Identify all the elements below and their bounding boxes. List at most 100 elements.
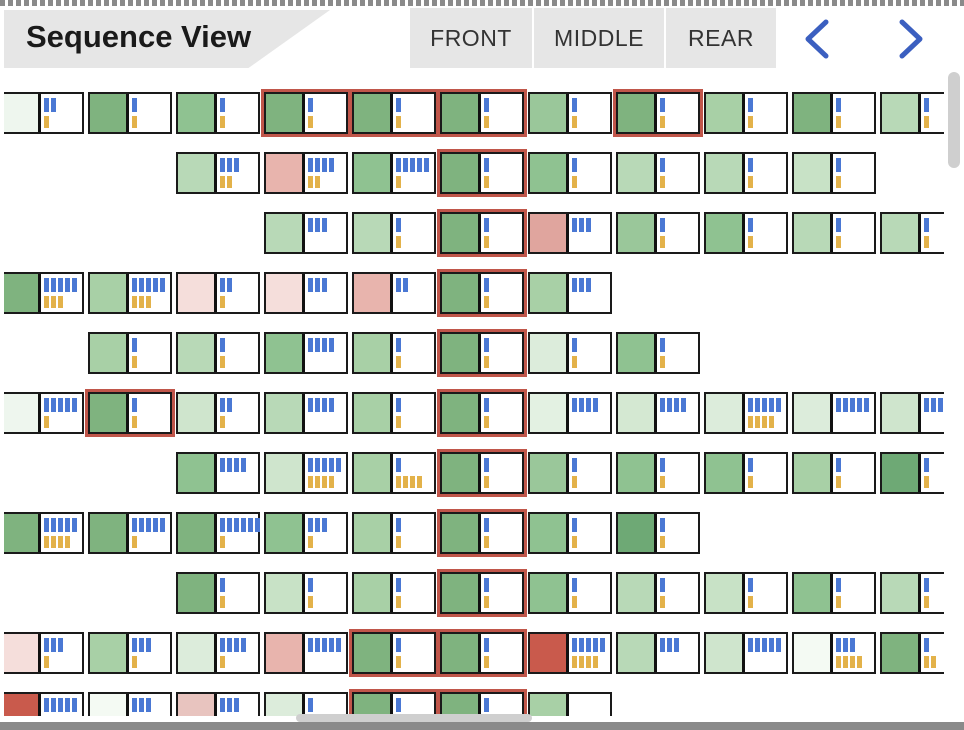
sequence-cell[interactable]	[88, 512, 172, 554]
sequence-cell[interactable]	[4, 632, 84, 674]
sequence-cell[interactable]	[704, 392, 788, 434]
sequence-cell[interactable]	[4, 392, 84, 434]
sequence-cell-highlighted[interactable]	[437, 509, 527, 557]
sequence-cell[interactable]	[4, 272, 84, 314]
sequence-cell[interactable]	[528, 332, 612, 374]
sequence-cell[interactable]	[176, 392, 260, 434]
sequence-cell[interactable]	[352, 512, 436, 554]
sequence-cell[interactable]	[352, 212, 436, 254]
sequence-cell[interactable]	[616, 332, 700, 374]
sequence-cell[interactable]	[264, 332, 348, 374]
sequence-cell[interactable]	[88, 92, 172, 134]
sequence-cell[interactable]	[528, 632, 612, 674]
sequence-cell[interactable]	[352, 572, 436, 614]
sequence-cell[interactable]	[528, 212, 612, 254]
sequence-cell[interactable]	[616, 572, 700, 614]
sequence-cell[interactable]	[264, 152, 348, 194]
sequence-cell-highlighted[interactable]	[437, 329, 527, 377]
tab-rear[interactable]: REAR	[666, 8, 776, 68]
vertical-scrollbar[interactable]	[948, 72, 960, 168]
sequence-cell-highlighted[interactable]	[437, 689, 527, 716]
sequence-cell[interactable]	[880, 212, 944, 254]
sequence-cell[interactable]	[264, 212, 348, 254]
sequence-cell-highlighted[interactable]	[437, 449, 527, 497]
sequence-cell[interactable]	[616, 632, 700, 674]
sequence-cell[interactable]	[528, 152, 612, 194]
sequence-cell-highlighted[interactable]	[437, 89, 527, 137]
sequence-cell-highlighted[interactable]	[437, 389, 527, 437]
sequence-cell[interactable]	[880, 632, 944, 674]
sequence-cell[interactable]	[4, 92, 84, 134]
sequence-cell[interactable]	[704, 212, 788, 254]
sequence-cell[interactable]	[528, 452, 612, 494]
sequence-cell[interactable]	[704, 452, 788, 494]
sequence-cell[interactable]	[792, 452, 876, 494]
prev-button[interactable]	[798, 16, 838, 62]
sequence-cell[interactable]	[264, 572, 348, 614]
sequence-cell[interactable]	[88, 632, 172, 674]
sequence-cell[interactable]	[264, 512, 348, 554]
sequence-cell[interactable]	[352, 332, 436, 374]
sequence-cell[interactable]	[176, 632, 260, 674]
sequence-cell[interactable]	[792, 212, 876, 254]
sequence-cell-highlighted[interactable]	[349, 629, 439, 677]
sequence-cell[interactable]	[704, 152, 788, 194]
tab-middle[interactable]: MIDDLE	[534, 8, 666, 68]
sequence-cell[interactable]	[704, 92, 788, 134]
sequence-cell[interactable]	[616, 212, 700, 254]
sequence-cell[interactable]	[176, 512, 260, 554]
sequence-cell[interactable]	[528, 92, 612, 134]
sequence-cell-highlighted[interactable]	[437, 569, 527, 617]
sequence-cell[interactable]	[264, 452, 348, 494]
sequence-cell[interactable]	[528, 692, 612, 716]
sequence-cell[interactable]	[88, 332, 172, 374]
sequence-cell[interactable]	[792, 392, 876, 434]
sequence-cell[interactable]	[4, 692, 84, 716]
tab-front[interactable]: FRONT	[410, 8, 534, 68]
sequence-cell[interactable]	[176, 152, 260, 194]
sequence-cell[interactable]	[792, 92, 876, 134]
sequence-cell-highlighted[interactable]	[437, 629, 527, 677]
sequence-cell-highlighted[interactable]	[85, 389, 175, 437]
sequence-cell[interactable]	[792, 632, 876, 674]
sequence-cell[interactable]	[176, 332, 260, 374]
sequence-cell[interactable]	[880, 452, 944, 494]
sequence-cell[interactable]	[352, 392, 436, 434]
next-button[interactable]	[890, 16, 930, 62]
sequence-cell[interactable]	[176, 92, 260, 134]
sequence-cell-highlighted[interactable]	[349, 689, 439, 716]
sequence-cell[interactable]	[528, 272, 612, 314]
horizontal-scrollbar[interactable]	[296, 714, 532, 722]
sequence-cell[interactable]	[176, 272, 260, 314]
sequence-cell-highlighted[interactable]	[349, 89, 439, 137]
sequence-cell[interactable]	[528, 572, 612, 614]
sequence-cell[interactable]	[704, 632, 788, 674]
sequence-cell[interactable]	[616, 152, 700, 194]
sequence-cell[interactable]	[880, 572, 944, 614]
sequence-cell[interactable]	[176, 692, 260, 716]
sequence-cell[interactable]	[528, 512, 612, 554]
sequence-cell[interactable]	[352, 452, 436, 494]
sequence-cell[interactable]	[616, 512, 700, 554]
sequence-cell[interactable]	[880, 392, 944, 434]
sequence-cell-highlighted[interactable]	[261, 89, 351, 137]
sequence-cell[interactable]	[176, 572, 260, 614]
sequence-cell[interactable]	[264, 692, 348, 716]
sequence-cell[interactable]	[264, 392, 348, 434]
sequence-cell[interactable]	[264, 272, 348, 314]
sequence-cell-highlighted[interactable]	[437, 269, 527, 317]
sequence-cell[interactable]	[352, 152, 436, 194]
sequence-cell[interactable]	[880, 92, 944, 134]
sequence-cell[interactable]	[264, 632, 348, 674]
sequence-cell[interactable]	[528, 392, 612, 434]
sequence-cell[interactable]	[352, 272, 436, 314]
sequence-cell[interactable]	[704, 572, 788, 614]
sequence-cell-highlighted[interactable]	[613, 89, 703, 137]
sequence-cell[interactable]	[4, 512, 84, 554]
sequence-cell[interactable]	[88, 272, 172, 314]
sequence-cell[interactable]	[792, 152, 876, 194]
sequence-cell[interactable]	[176, 452, 260, 494]
sequence-cell[interactable]	[792, 572, 876, 614]
sequence-cell-highlighted[interactable]	[437, 209, 527, 257]
sequence-cell[interactable]	[616, 452, 700, 494]
